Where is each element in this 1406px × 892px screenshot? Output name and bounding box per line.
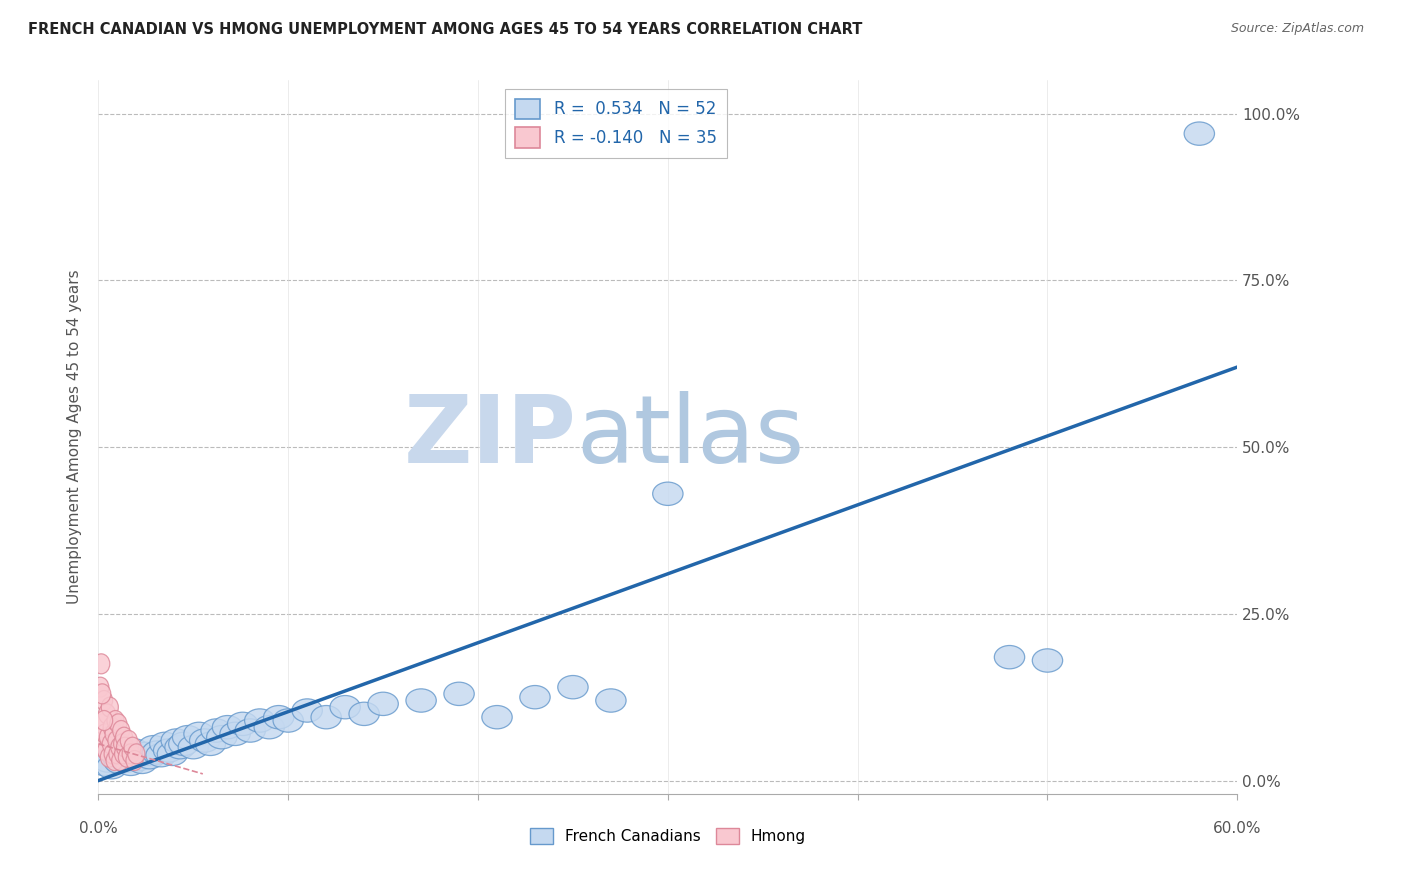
Ellipse shape xyxy=(115,727,132,747)
Ellipse shape xyxy=(124,747,153,771)
Ellipse shape xyxy=(482,706,512,729)
Ellipse shape xyxy=(235,719,266,742)
Ellipse shape xyxy=(245,709,276,732)
Text: atlas: atlas xyxy=(576,391,806,483)
Ellipse shape xyxy=(127,750,143,771)
Ellipse shape xyxy=(108,744,127,764)
Ellipse shape xyxy=(94,714,111,734)
Ellipse shape xyxy=(142,741,173,764)
Ellipse shape xyxy=(520,686,550,709)
Ellipse shape xyxy=(173,725,202,749)
Ellipse shape xyxy=(111,749,142,772)
Text: 60.0%: 60.0% xyxy=(1213,821,1261,836)
Ellipse shape xyxy=(190,729,219,752)
Ellipse shape xyxy=(103,734,120,754)
Ellipse shape xyxy=(207,725,238,749)
Ellipse shape xyxy=(994,646,1025,669)
Ellipse shape xyxy=(219,723,250,746)
Text: ZIP: ZIP xyxy=(404,391,576,483)
Ellipse shape xyxy=(146,744,176,767)
Ellipse shape xyxy=(101,698,118,717)
Ellipse shape xyxy=(107,711,124,731)
Ellipse shape xyxy=(93,749,124,772)
Ellipse shape xyxy=(121,731,138,750)
Ellipse shape xyxy=(97,756,127,779)
Ellipse shape xyxy=(108,731,125,750)
Ellipse shape xyxy=(100,742,131,765)
Ellipse shape xyxy=(105,750,124,771)
Ellipse shape xyxy=(111,750,129,771)
Ellipse shape xyxy=(111,737,128,757)
Ellipse shape xyxy=(311,706,342,729)
Ellipse shape xyxy=(157,742,187,765)
Text: FRENCH CANADIAN VS HMONG UNEMPLOYMENT AMONG AGES 45 TO 54 YEARS CORRELATION CHAR: FRENCH CANADIAN VS HMONG UNEMPLOYMENT AM… xyxy=(28,22,862,37)
Ellipse shape xyxy=(97,723,114,744)
Ellipse shape xyxy=(104,750,135,773)
Ellipse shape xyxy=(254,715,284,739)
Ellipse shape xyxy=(201,719,232,742)
Ellipse shape xyxy=(124,737,141,757)
Ellipse shape xyxy=(135,746,165,769)
Ellipse shape xyxy=(127,750,157,773)
Text: 0.0%: 0.0% xyxy=(79,821,118,836)
Ellipse shape xyxy=(110,714,127,734)
Ellipse shape xyxy=(118,747,135,767)
Ellipse shape xyxy=(138,736,169,759)
Ellipse shape xyxy=(112,721,129,740)
Ellipse shape xyxy=(330,696,360,719)
Ellipse shape xyxy=(263,706,294,729)
Text: Source: ZipAtlas.com: Source: ZipAtlas.com xyxy=(1230,22,1364,36)
Ellipse shape xyxy=(114,734,131,754)
Ellipse shape xyxy=(100,747,118,767)
Ellipse shape xyxy=(96,690,112,711)
Ellipse shape xyxy=(105,723,122,744)
Ellipse shape xyxy=(104,744,121,764)
Ellipse shape xyxy=(596,689,626,712)
Ellipse shape xyxy=(184,723,214,746)
Ellipse shape xyxy=(149,732,180,756)
Ellipse shape xyxy=(115,752,146,775)
Ellipse shape xyxy=(98,704,115,723)
Ellipse shape xyxy=(165,736,195,759)
Ellipse shape xyxy=(652,482,683,506)
Ellipse shape xyxy=(169,732,200,756)
Ellipse shape xyxy=(162,729,191,752)
Ellipse shape xyxy=(131,742,162,765)
Ellipse shape xyxy=(96,711,112,731)
Ellipse shape xyxy=(97,740,114,761)
Legend: French Canadians, Hmong: French Canadians, Hmong xyxy=(523,822,813,850)
Ellipse shape xyxy=(406,689,436,712)
Ellipse shape xyxy=(114,744,132,764)
Ellipse shape xyxy=(89,752,120,775)
Ellipse shape xyxy=(128,744,145,764)
Ellipse shape xyxy=(1250,119,1281,142)
Ellipse shape xyxy=(1032,648,1063,673)
Ellipse shape xyxy=(153,739,184,762)
Ellipse shape xyxy=(1184,122,1215,145)
Ellipse shape xyxy=(117,737,134,757)
Ellipse shape xyxy=(349,702,380,725)
Y-axis label: Unemployment Among Ages 45 to 54 years: Unemployment Among Ages 45 to 54 years xyxy=(67,269,83,605)
Ellipse shape xyxy=(93,654,110,673)
Ellipse shape xyxy=(94,737,111,757)
Ellipse shape xyxy=(100,727,117,747)
Ellipse shape xyxy=(179,736,208,759)
Ellipse shape xyxy=(108,746,138,769)
Ellipse shape xyxy=(273,709,304,732)
Ellipse shape xyxy=(228,712,257,736)
Ellipse shape xyxy=(91,677,108,698)
Ellipse shape xyxy=(120,739,149,762)
Ellipse shape xyxy=(444,682,474,706)
Ellipse shape xyxy=(122,744,139,764)
Ellipse shape xyxy=(103,717,121,737)
Ellipse shape xyxy=(212,715,243,739)
Ellipse shape xyxy=(195,732,225,756)
Ellipse shape xyxy=(292,698,322,723)
Ellipse shape xyxy=(94,684,111,704)
Ellipse shape xyxy=(558,675,588,698)
Ellipse shape xyxy=(368,692,398,715)
